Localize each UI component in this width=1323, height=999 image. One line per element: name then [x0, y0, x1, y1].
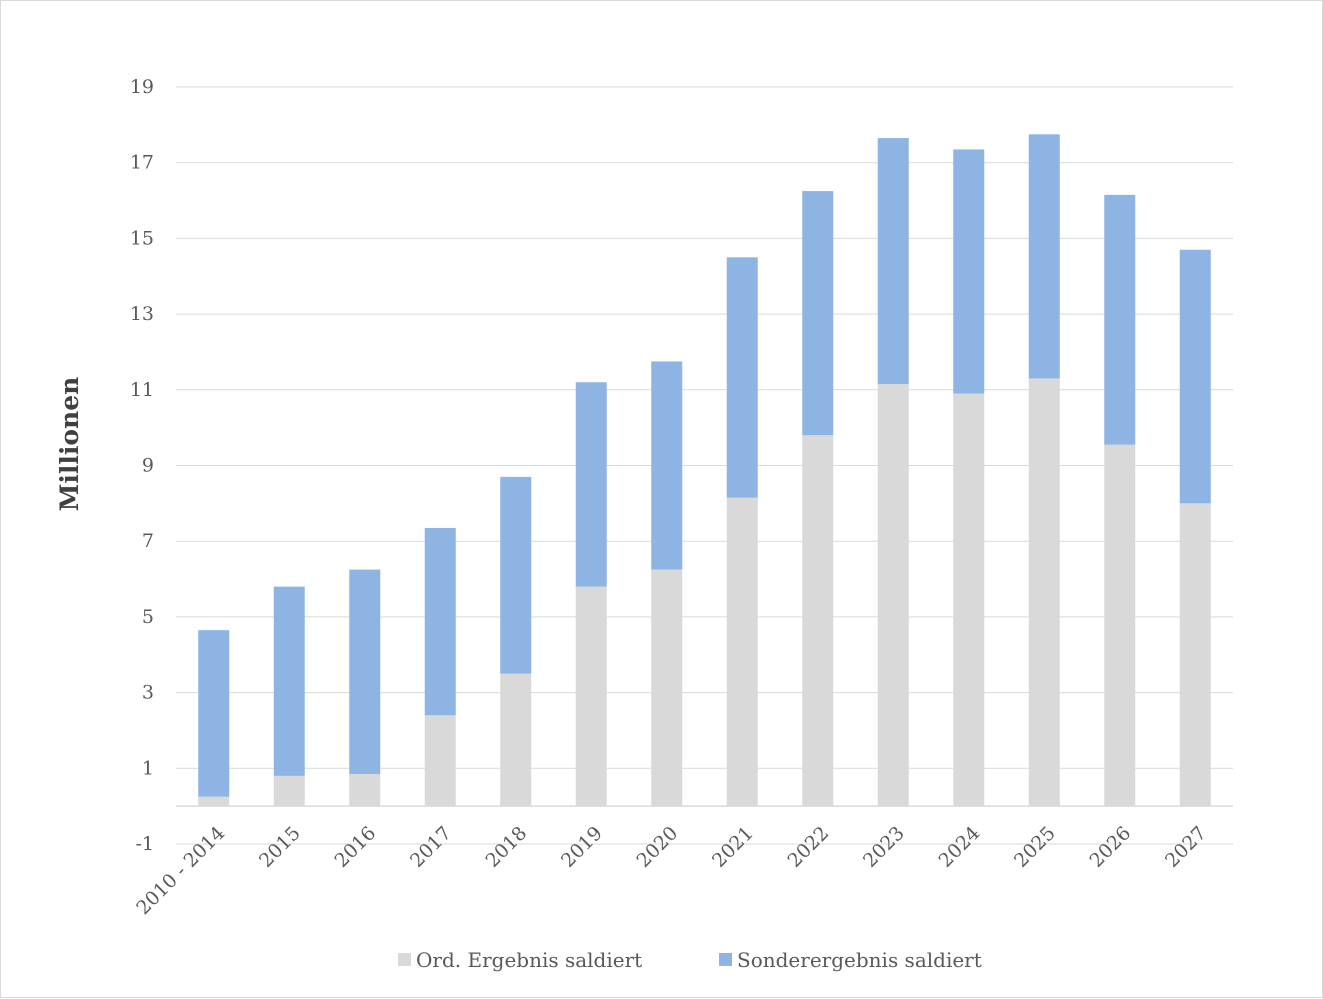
bar-ord-ergebnis — [1179, 503, 1211, 807]
bar-ord-ergebnis — [877, 384, 909, 807]
bar-sonderergebnis — [500, 476, 532, 674]
bar-sonderergebnis — [424, 527, 456, 716]
bar-ord-ergebnis — [953, 393, 985, 807]
y-tick-label: 1 — [142, 757, 154, 779]
bar-ord-ergebnis — [802, 435, 834, 807]
x-tick-label: 2024 — [935, 822, 985, 872]
y-tick-label: 19 — [130, 76, 154, 98]
bar-ord-ergebnis — [1104, 444, 1136, 807]
bar-sonderergebnis — [349, 569, 381, 774]
y-axis-label: Millionen — [55, 377, 84, 512]
bar-ord-ergebnis — [273, 775, 305, 807]
y-tick-label: 13 — [130, 303, 154, 325]
bar-ord-ergebnis — [424, 715, 456, 807]
gridlines — [176, 86, 1233, 845]
x-tick-label: 2017 — [406, 822, 456, 872]
y-tick-label: 5 — [142, 606, 154, 628]
bar-ord-ergebnis — [1028, 378, 1060, 807]
legend-label: Ord. Ergebnis saldiert — [416, 948, 642, 972]
bar-sonderergebnis — [575, 382, 607, 587]
x-tick-label: 2025 — [1010, 822, 1060, 872]
y-tick-label: 17 — [130, 152, 154, 174]
x-tick-label: 2023 — [859, 822, 909, 872]
x-tick-label: 2021 — [708, 822, 758, 872]
bars — [198, 134, 1211, 807]
bar-sonderergebnis — [273, 586, 305, 776]
bar-sonderergebnis — [1179, 249, 1211, 504]
bar-sonderergebnis — [953, 149, 985, 394]
bar-ord-ergebnis — [349, 773, 381, 807]
bar-sonderergebnis — [1104, 194, 1136, 445]
y-tick-label: 3 — [142, 682, 154, 704]
y-tick-label: 9 — [142, 455, 154, 477]
bar-ord-ergebnis — [726, 497, 758, 807]
bar-sonderergebnis — [802, 191, 834, 436]
x-tick-label: 2015 — [255, 822, 305, 872]
bar-sonderergebnis — [651, 361, 683, 570]
bar-sonderergebnis — [726, 257, 758, 498]
x-tick-label: 2019 — [557, 822, 607, 872]
y-tick-label: 7 — [142, 530, 154, 552]
legend-label: Sonderergebnis saldiert — [737, 948, 982, 972]
x-tick-label: 2020 — [633, 822, 683, 872]
bar-ord-ergebnis — [198, 796, 230, 807]
x-tick-label: 2026 — [1086, 822, 1136, 872]
bar-ord-ergebnis — [500, 673, 532, 807]
y-tick-label: -1 — [135, 833, 154, 855]
bar-sonderergebnis — [198, 630, 230, 797]
legend-swatch — [398, 953, 411, 966]
bar-sonderergebnis — [1028, 134, 1060, 379]
x-tick-labels: 2010 - 2014 2015 2016 2017 2018 2019 2020 2021 2… — [132, 822, 1211, 919]
x-tick-label: 2022 — [784, 822, 834, 872]
bar-sonderergebnis — [877, 138, 909, 385]
x-tick-label: 2027 — [1161, 822, 1211, 872]
x-tick-label: 2016 — [331, 822, 381, 872]
bar-ord-ergebnis — [575, 586, 607, 807]
bar-ord-ergebnis — [651, 569, 683, 807]
legend: Ord. Ergebnis saldiert Sonderergebnis sal… — [398, 948, 982, 972]
y-tick-label: 11 — [130, 379, 154, 401]
x-tick-label: 2018 — [482, 822, 532, 872]
legend-swatch — [719, 953, 732, 966]
y-tick-label: 15 — [130, 227, 154, 249]
